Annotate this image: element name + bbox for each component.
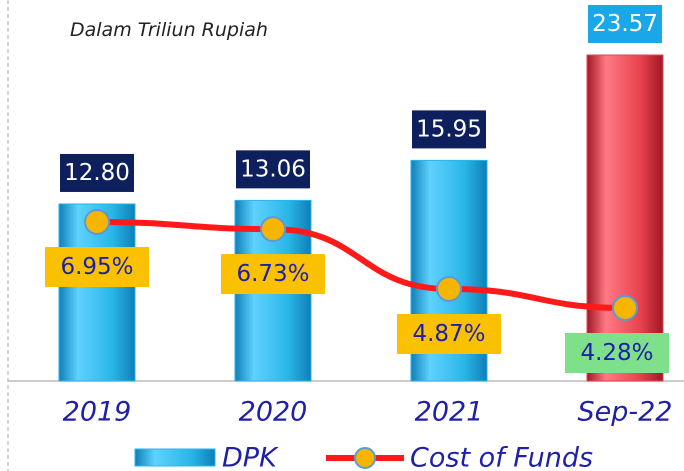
line-marker <box>612 295 638 321</box>
x-tick-label: 2021 <box>415 397 484 428</box>
line-marker <box>260 216 286 243</box>
bar-label: 23.57 <box>592 11 658 37</box>
x-tick-label: 2020 <box>239 397 308 428</box>
line <box>96 219 626 311</box>
x-tick-label: Sep-22 <box>578 397 673 428</box>
bar-label: 13.06 <box>240 156 306 182</box>
bar-label-box <box>588 5 662 43</box>
line-label-box <box>45 247 149 287</box>
chart-title: Dalam Triliun Rupiah <box>70 19 268 41</box>
line-marker <box>436 275 462 302</box>
line-marker <box>84 209 110 235</box>
line-label: 4.87% <box>412 321 485 347</box>
bar-label-box <box>412 110 486 149</box>
bar-label: 12.80 <box>64 160 130 186</box>
bar-label: 15.95 <box>416 116 482 142</box>
line-label-box <box>565 333 669 373</box>
x-tick-label: 2019 <box>63 397 132 428</box>
line-label: 6.73% <box>236 261 309 287</box>
bar-label-box <box>60 153 134 192</box>
legend-label: Cost of Funds <box>410 443 593 471</box>
bar-label-box <box>236 150 310 189</box>
legend-swatch <box>134 448 216 467</box>
legend-label: DPK <box>222 443 279 471</box>
bar <box>586 54 664 382</box>
line-label: 6.95% <box>60 254 133 280</box>
bar <box>58 203 136 382</box>
line-label-box <box>397 313 501 354</box>
legend-marker <box>354 447 376 469</box>
line-label: 4.28% <box>580 340 653 366</box>
line-label-box <box>221 254 325 295</box>
